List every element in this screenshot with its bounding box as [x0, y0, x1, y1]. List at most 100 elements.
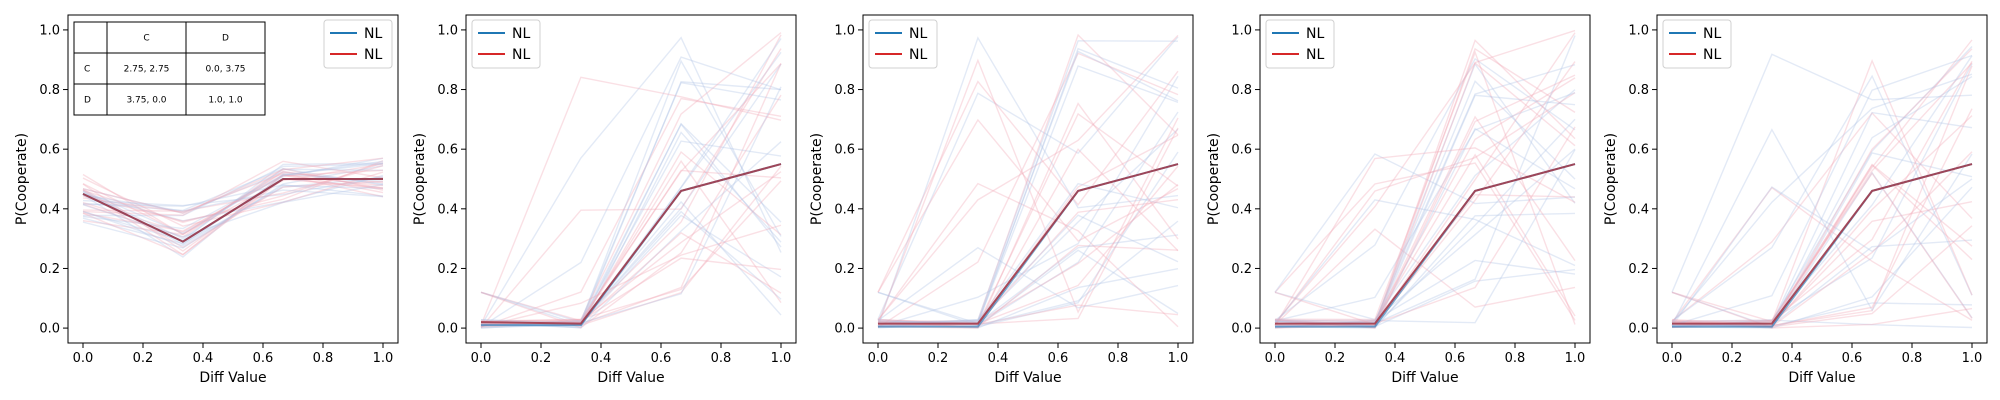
x-tick-label: 0.0 [868, 351, 889, 366]
background-trajectory [1671, 62, 1973, 323]
legend-label: NL [1306, 26, 1324, 42]
background-trajectory [877, 199, 1179, 325]
background-trajectory [1274, 153, 1576, 325]
y-tick-label: 0.4 [834, 202, 855, 217]
legend: NL NL [868, 19, 938, 69]
background-trajectory [480, 63, 782, 324]
background-trajectory [877, 182, 1179, 328]
background-trajectory [1274, 228, 1576, 326]
x-tick-label: 0.4 [591, 351, 612, 366]
x-tick-label: 0.8 [1505, 351, 1526, 366]
table-cell-text: D [84, 96, 91, 106]
background-trajectory [877, 244, 1179, 329]
background-trajectory [82, 176, 384, 245]
legend-label: NL [512, 47, 530, 63]
background-trajectory [877, 70, 1179, 293]
plot-frame [465, 14, 797, 344]
background-trajectory [1274, 77, 1576, 322]
background-trajectory [1671, 111, 1973, 322]
background-trajectory [1671, 163, 1973, 326]
background-trajectory [1274, 89, 1576, 321]
x-axis-label: Diff Value [1391, 370, 1458, 386]
x-tick-label: 0.8 [1902, 351, 1923, 366]
background-trajectory [480, 122, 782, 327]
x-axis-label: Diff Value [1788, 370, 1855, 386]
background-trajectory [877, 165, 1179, 326]
background-trajectory [877, 47, 1179, 325]
series-line-2 [1672, 163, 1973, 325]
x-tick-label: 0.2 [531, 351, 552, 366]
background-trajectory [1274, 61, 1576, 326]
y-tick-label: 0.0 [834, 322, 855, 337]
background-trajectory [877, 65, 1179, 329]
background-trajectory [877, 112, 1179, 327]
background-trajectory [480, 141, 782, 329]
background-trajectory [1671, 186, 1973, 323]
background-trajectory [82, 168, 384, 240]
series-line-2 [82, 178, 383, 243]
background-trajectory [877, 246, 1179, 322]
plot-frame [1259, 14, 1591, 344]
background-trajectory [877, 118, 1179, 293]
x-tick-label: 0.2 [133, 351, 154, 366]
background-trajectory [1274, 62, 1576, 324]
background-trajectory [1671, 53, 1973, 293]
background-trajectory [1671, 75, 1973, 328]
background-trajectory [877, 75, 1179, 328]
x-tick-label: 0.6 [1445, 351, 1466, 366]
x-tick-label: 0.4 [1782, 351, 1803, 366]
y-tick-label: 1.0 [437, 23, 458, 38]
background-trajectory [1274, 92, 1576, 326]
background-trajectory [82, 178, 384, 256]
background-trajectory [82, 176, 384, 207]
y-tick-label: 0.4 [437, 202, 458, 217]
y-tick-label: 0.2 [1628, 262, 1649, 277]
x-tick-label: 0.2 [928, 351, 949, 366]
legend-label: NL [512, 26, 530, 42]
y-tick-label: 1.0 [1231, 23, 1252, 38]
background-trajectory [82, 171, 384, 227]
background-trajectory [82, 183, 384, 238]
x-tick-label: 0.8 [711, 351, 732, 366]
background-trajectory [877, 33, 1179, 323]
background-trajectory [1671, 54, 1973, 327]
x-tick-label: 0.6 [651, 351, 672, 366]
background-trajectory [877, 183, 1179, 323]
background-trajectory [1274, 115, 1576, 326]
background-trajectory [877, 36, 1179, 320]
background-trajectory [1671, 74, 1973, 322]
x-tick-label: 0.4 [193, 351, 214, 366]
x-tick-label: 1.0 [373, 351, 394, 366]
y-tick-label: 1.0 [39, 23, 60, 38]
y-tick-label: 0.6 [437, 143, 458, 158]
background-trajectory [877, 52, 1179, 329]
legend: NL NL [1265, 19, 1335, 69]
payoff-table: C D C 2.75, 2.75 0.0, 3.75 D 3.75, 0.0 1.0, 1.0 [73, 21, 266, 116]
background-trajectory [82, 173, 384, 258]
background-trajectories [877, 33, 1179, 329]
legend-label: NL [364, 26, 382, 42]
background-trajectory [480, 97, 782, 328]
table-cell-text: 3.75, 0.0 [126, 96, 166, 106]
background-trajectory [877, 50, 1179, 323]
background-trajectory [1274, 147, 1576, 327]
background-trajectory [1671, 128, 1973, 326]
x-tick-label: 0.6 [253, 351, 274, 366]
background-trajectory [82, 163, 384, 217]
background-trajectory [480, 63, 782, 323]
plot-frame [1656, 14, 1988, 344]
background-trajectory [1671, 111, 1973, 328]
background-trajectory [1274, 162, 1576, 321]
table-cell-text: C [84, 65, 90, 75]
x-axis-label: Diff Value [199, 370, 266, 386]
background-trajectory [1671, 39, 1973, 324]
background-trajectory [877, 234, 1179, 324]
x-axis-label: Diff Value [597, 370, 664, 386]
legend-label: NL [1703, 47, 1721, 63]
background-trajectory [82, 189, 384, 212]
y-tick-label: 0.8 [39, 83, 60, 98]
x-tick-label: 0.6 [1842, 351, 1863, 366]
chart-panel-2: 0.0 0.2 0.4 0.6 0.8 1.0 0.0 0.2 0.4 0.6 0.8 1.0 Diff… [412, 14, 797, 386]
background-trajectory [1671, 55, 1973, 323]
y-tick-label: 0.2 [834, 262, 855, 277]
